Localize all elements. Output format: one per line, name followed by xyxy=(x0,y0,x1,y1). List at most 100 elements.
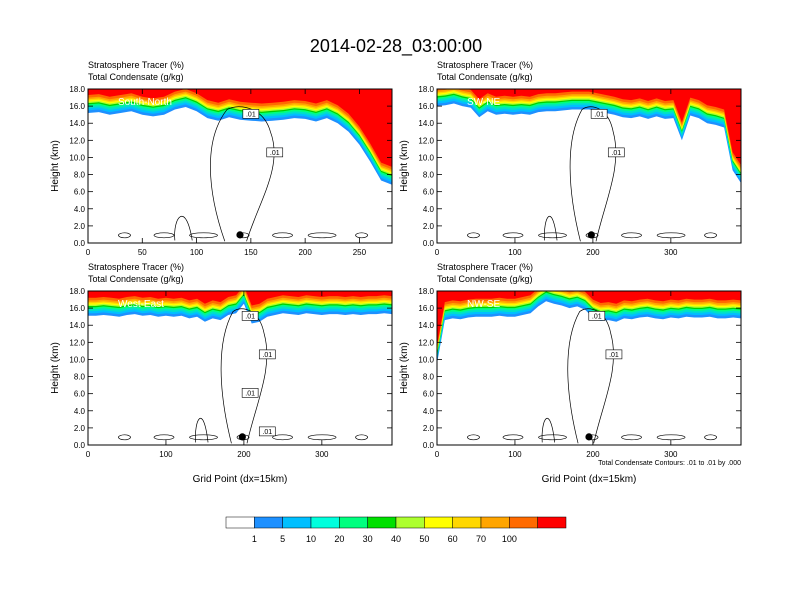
contour-blob xyxy=(153,434,175,441)
x-tick-label: 150 xyxy=(244,248,258,257)
tracer-field xyxy=(437,89,741,184)
condensate-contours xyxy=(467,308,717,444)
y-tick-label: 18.0 xyxy=(69,85,85,94)
y-tick-label: 12.0 xyxy=(418,338,434,347)
tracer-band-10 xyxy=(437,291,741,346)
colorbar-label: 70 xyxy=(476,534,486,544)
y-tick-label: 10.0 xyxy=(418,355,434,364)
contour-blob xyxy=(355,434,368,441)
contour-blob xyxy=(502,232,524,239)
y-tick-label: 8.0 xyxy=(423,171,435,180)
contour-label-box xyxy=(258,349,276,360)
x-tick-label: 0 xyxy=(86,450,91,459)
colorbar-swatch xyxy=(310,516,340,529)
contour-low xyxy=(541,418,556,443)
panel-title-tracer: Stratosphere Tracer (%) xyxy=(437,60,533,70)
contour-label: .01 xyxy=(262,352,272,359)
contour-blob xyxy=(704,434,717,441)
x-tick-label: 300 xyxy=(664,450,678,459)
y-tick-label: 16.0 xyxy=(69,304,85,313)
tracer-band-6 xyxy=(88,89,392,174)
contour-blob xyxy=(621,232,642,239)
colorbar-label: 60 xyxy=(448,534,458,544)
y-tick-label: 4.0 xyxy=(423,205,435,214)
x-axis-label: Grid Point (dx=15km) xyxy=(193,474,288,485)
contour-label: .01 xyxy=(270,150,280,157)
y-tick-label: 10.0 xyxy=(69,153,85,162)
x-tick-label: 200 xyxy=(586,450,600,459)
contour-low xyxy=(195,418,209,443)
chart-panel-south-north: Stratosphere Tracer (%) Total Condensate … xyxy=(50,60,393,257)
y-tick-label: 8.0 xyxy=(74,373,86,382)
colorbar-label: 10 xyxy=(306,534,316,544)
contour-blob xyxy=(307,232,337,239)
y-tick-label: 4.0 xyxy=(74,205,86,214)
y-axis-label: Height (km) xyxy=(50,342,61,394)
x-tick-label: 100 xyxy=(159,450,173,459)
colorbar-label: 5 xyxy=(280,534,285,544)
contour-blob xyxy=(538,232,567,239)
x-axis-label: Grid Point (dx=15km) xyxy=(542,474,637,485)
contour-blob xyxy=(502,434,524,441)
contour-blob xyxy=(656,232,686,239)
colorbar-label: 100 xyxy=(502,534,517,544)
x-tick-label: 100 xyxy=(508,450,522,459)
panel-title-condensate: Total Condensate (g/kg) xyxy=(88,274,184,284)
y-tick-label: 6.0 xyxy=(423,390,435,399)
contour-blob xyxy=(189,232,218,239)
panel-label: West-East xyxy=(118,299,164,310)
y-tick-label: 2.0 xyxy=(74,222,86,231)
contour-blob xyxy=(355,232,368,239)
contour-label: .01 xyxy=(245,390,255,397)
contour-label-box xyxy=(241,311,259,321)
panel-title-condensate: Total Condensate (g/kg) xyxy=(437,72,533,82)
tracer-band-4 xyxy=(437,89,741,175)
y-axis-label: Height (km) xyxy=(50,140,61,192)
contour-blob xyxy=(153,232,175,239)
panel-title-tracer: Stratosphere Tracer (%) xyxy=(88,262,184,272)
y-tick-label: 0.0 xyxy=(423,441,435,450)
colorbar-label: 50 xyxy=(419,534,429,544)
y-tick-label: 18.0 xyxy=(418,287,434,296)
colorbar-swatch xyxy=(282,516,312,529)
colorbar-swatch xyxy=(395,516,425,529)
contour-label: .01 xyxy=(592,313,602,320)
y-tick-label: 14.0 xyxy=(69,321,85,330)
location-marker xyxy=(238,433,246,441)
contour-label-box xyxy=(588,311,606,321)
contour-blob xyxy=(189,434,218,441)
contour-main xyxy=(567,308,614,444)
plot-frame xyxy=(436,88,742,244)
colorbar-swatch xyxy=(339,516,368,529)
y-tick-label: 0.0 xyxy=(74,239,86,248)
contour-blob xyxy=(656,434,686,441)
contour-blob xyxy=(467,232,480,239)
contour-label: .01 xyxy=(609,352,619,359)
y-tick-label: 8.0 xyxy=(423,373,435,382)
condensate-contours xyxy=(118,308,368,444)
x-tick-label: 0 xyxy=(435,450,440,459)
location-marker xyxy=(585,433,593,441)
panel-label: South-North xyxy=(118,97,172,108)
location-marker xyxy=(236,231,244,239)
y-tick-label: 18.0 xyxy=(418,85,434,94)
colorbar-swatch xyxy=(537,516,567,529)
y-tick-label: 4.0 xyxy=(74,407,86,416)
contour-blob xyxy=(704,232,717,239)
y-tick-label: 14.0 xyxy=(418,119,434,128)
y-tick-label: 0.0 xyxy=(423,239,435,248)
tracer-band-10 xyxy=(466,89,741,166)
x-tick-label: 250 xyxy=(353,248,367,257)
contour-label-box xyxy=(242,109,260,119)
contour-blob xyxy=(307,434,337,441)
y-axis-label: Height (km) xyxy=(399,140,410,192)
contour-main xyxy=(210,106,275,242)
condensate-contours xyxy=(467,106,717,242)
contour-label-box xyxy=(258,426,276,437)
colorbar-swatch xyxy=(509,516,538,529)
chart-panel-sw-ne: Stratosphere Tracer (%) Total Condensate … xyxy=(399,60,742,257)
y-tick-label: 2.0 xyxy=(74,424,86,433)
colorbar-label: 20 xyxy=(334,534,344,544)
y-tick-label: 16.0 xyxy=(69,102,85,111)
contour-main xyxy=(220,308,268,444)
